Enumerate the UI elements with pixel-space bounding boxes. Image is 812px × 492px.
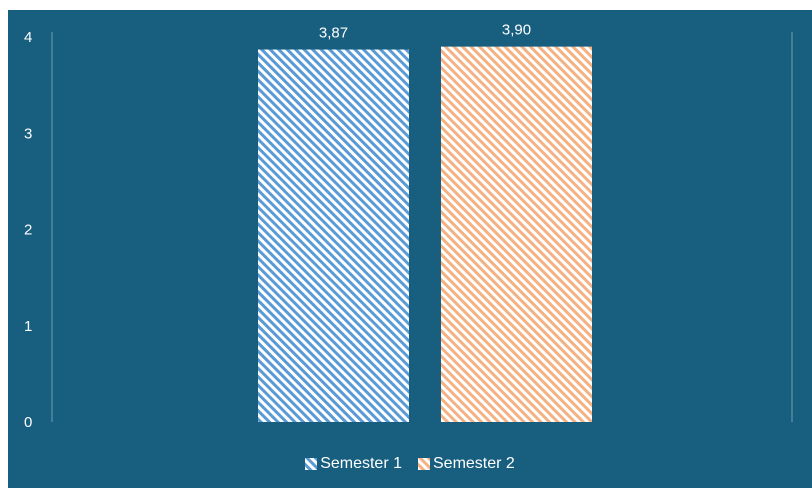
y-tick-label: 4 [24,29,32,46]
data-label-semester-1: 3,87 [319,25,348,42]
chart-panel: 0 1 2 3 4 3,87 3,90 Semester 1 Semester 2 [8,10,812,488]
legend-label-semester-1: Semester 1 [320,455,402,472]
bar-semester-2[interactable] [441,46,592,422]
bar-chart: 0 1 2 3 4 3,87 3,90 [24,22,793,431]
y-tick-label: 3 [24,125,32,142]
y-tick-label: 2 [24,222,32,239]
y-tick-label: 1 [24,318,32,335]
data-label-semester-2: 3,90 [502,22,531,39]
bar-semester-1[interactable] [258,49,409,422]
legend: Semester 1 Semester 2 [8,455,812,473]
y-tick-label: 0 [24,414,32,431]
legend-swatch-semester-1 [305,458,318,470]
legend-swatch-semester-2 [418,458,430,470]
legend-label-semester-2: Semester 2 [433,455,515,472]
legend-item-semester-1[interactable]: Semester 1 [305,455,402,473]
legend-item-semester-2[interactable]: Semester 2 [418,455,515,473]
